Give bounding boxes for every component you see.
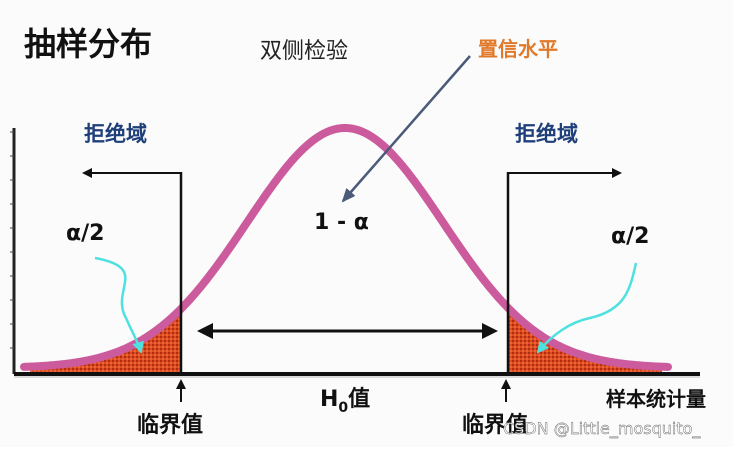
right-alpha-half-label: α/2	[611, 224, 649, 249]
slide-title: 抽样分布	[24, 25, 152, 63]
right-rejection-label: 拒绝域	[515, 122, 578, 146]
y-axis	[10, 128, 16, 374]
left-critical-value-label: 临界值	[137, 412, 203, 438]
left-tail-pointer-arrow	[94, 256, 144, 354]
right-rejection-area	[508, 307, 662, 372]
acceptance-region-arrow	[197, 323, 498, 339]
confidence-pointer-arrow	[341, 55, 471, 203]
sample-statistic-label: 样本统计量	[606, 387, 706, 411]
left-alpha-half-label: α/2	[66, 221, 104, 246]
x-axis	[14, 372, 700, 378]
right-tail-pointer-arrow	[536, 262, 638, 354]
confidence-level-label: 置信水平	[478, 37, 558, 61]
y-axis-ticks	[10, 131, 14, 349]
bell-curve	[20, 124, 672, 371]
h0-value-label: H0值	[320, 386, 370, 416]
confidence-area-label: 1 - α	[314, 210, 369, 235]
right-critical-value-label: 临界值	[462, 412, 528, 438]
left-rejection-label: 拒绝域	[84, 122, 147, 146]
watermark: CSDN @Little_mosquito_	[503, 419, 701, 439]
test-type-label: 双侧检验	[260, 39, 348, 64]
left-rejection-area	[30, 308, 181, 372]
